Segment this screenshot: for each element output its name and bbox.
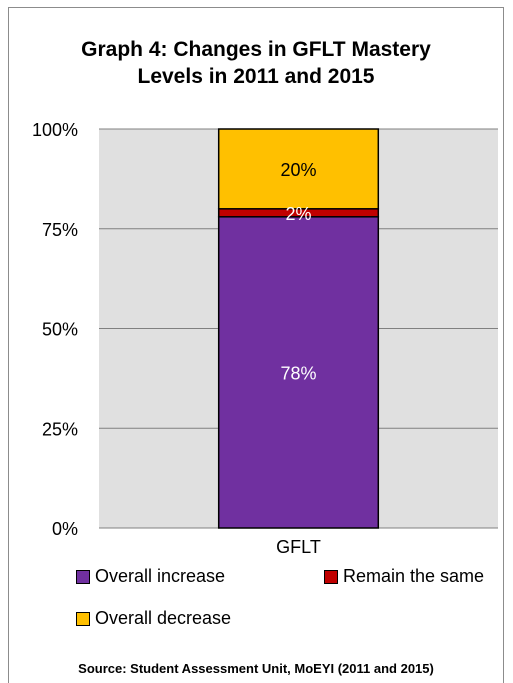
legend-label: Overall decrease (95, 608, 232, 628)
x-category-label: GFLT (276, 537, 321, 557)
source-note: Source: Student Assessment Unit, MoEYI (… (78, 661, 434, 676)
y-tick-label: 100% (32, 120, 78, 140)
y-tick-label: 50% (42, 320, 78, 340)
y-tick-label: 75% (42, 220, 78, 240)
bar-segment (217, 128, 380, 210)
legend-label: Remain the same (343, 566, 485, 586)
legend-swatch (76, 611, 90, 626)
legend-swatch (324, 569, 338, 584)
legend-label: Overall increase (95, 566, 226, 586)
data-label: 78% (280, 363, 316, 383)
chart-title: Graph 4: Changes in GFLT Mastery Levels … (8, 36, 504, 90)
legend-item: Overall decrease (76, 608, 231, 629)
chart-title-line-2: Levels in 2011 and 2015 (137, 65, 375, 88)
bar-segment (217, 216, 380, 529)
data-label: 2% (285, 204, 311, 224)
legend-item: Overall increase (76, 566, 225, 587)
y-tick-label: 0% (52, 519, 78, 539)
data-labels: 78% 2% 20% (280, 160, 316, 383)
data-label: 20% (280, 160, 316, 180)
bars (217, 128, 380, 529)
legend-item: Remain the same (324, 566, 484, 587)
chart-title-line-1: Graph 4: Changes in GFLT Mastery (81, 38, 431, 61)
y-axis-ticks: 0% 25% 50% 75% 100% (32, 120, 78, 539)
y-tick-label: 25% (42, 419, 78, 439)
x-axis-categories: GFLT (276, 537, 321, 557)
legend-swatch (76, 569, 90, 584)
